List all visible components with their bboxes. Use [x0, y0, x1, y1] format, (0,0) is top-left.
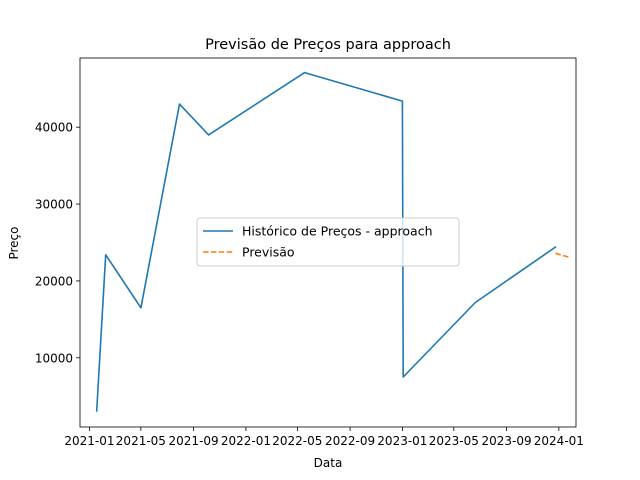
plot-lines: [95, 71, 569, 412]
x-axis-label: Data: [314, 456, 343, 470]
y-tick-label: 20000: [35, 274, 73, 288]
x-tick-label: 2022-09: [325, 434, 375, 448]
x-tick-label: 2022-01: [221, 434, 271, 448]
x-tick-label: 2021-01: [64, 434, 114, 448]
legend-frame: [196, 217, 460, 267]
x-axis-ticks: 2021-01 2021-05 2021-09 2022-01 2022-05 2022-…: [64, 427, 584, 448]
x-tick-label: 2023-01: [377, 434, 427, 448]
y-tick-label: 30000: [35, 198, 73, 212]
plot-area-frame: [79, 57, 577, 428]
x-tick-label: 2021-09: [169, 434, 219, 448]
series-line-1: [95, 71, 557, 412]
x-tick-label: 2022-05: [272, 434, 322, 448]
y-axis-ticks: 10000 20000 30000 40000: [35, 121, 80, 365]
x-tick-label: 2024-01: [534, 434, 584, 448]
series-line-2: [555, 252, 569, 258]
chart-title: Previsão de Preços para approach: [205, 37, 451, 53]
x-tick-label: 2023-09: [481, 434, 531, 448]
x-tick-label: 2023-05: [429, 434, 479, 448]
legend-label-1: Histórico de Preços - approach: [242, 224, 433, 239]
y-tick-label: 40000: [35, 121, 73, 135]
y-tick-label: 10000: [35, 351, 73, 365]
x-tick-label: 2021-05: [116, 434, 166, 448]
y-axis-label: Preço: [7, 226, 21, 259]
legend: Histórico de Preços - approach Previsão: [196, 217, 460, 267]
legend-label-2: Previsão: [242, 245, 295, 260]
